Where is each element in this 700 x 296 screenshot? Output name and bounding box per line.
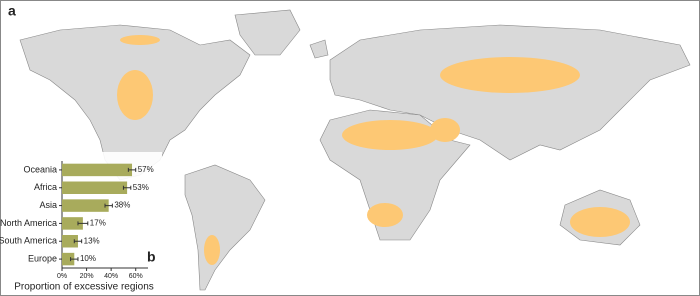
y-tick-label: North America	[0, 218, 57, 228]
bar	[62, 181, 128, 194]
error-bar	[104, 203, 113, 208]
error-bar	[122, 185, 132, 190]
y-tick-label: Oceania	[23, 164, 57, 174]
x-tick-label: 60%	[129, 273, 143, 280]
error-bar	[127, 167, 137, 172]
panel-label: a	[8, 3, 16, 19]
x-axis-label: Proportion of excessive regions	[14, 282, 154, 293]
bar	[62, 217, 83, 230]
value-label: 53%	[133, 183, 149, 192]
error-bar	[70, 257, 79, 262]
world-map	[19, 9, 691, 291]
y-tick-label: Africa	[34, 182, 57, 192]
value-label: 17%	[90, 219, 106, 228]
bar	[62, 163, 133, 177]
error-bar	[73, 239, 83, 244]
x-tick-label: 40%	[104, 273, 118, 280]
error-bar	[77, 221, 89, 226]
bar	[62, 199, 109, 212]
x-tick-label: 0%	[57, 273, 67, 280]
y-tick-label: South America	[0, 236, 57, 246]
value-label: 57%	[138, 165, 154, 174]
value-label: 13%	[84, 236, 100, 245]
panel-label: b	[147, 249, 156, 265]
y-tick-label: Europe	[28, 253, 57, 263]
value-label: 38%	[114, 201, 130, 210]
bar	[62, 235, 78, 248]
y-tick-label: Asia	[39, 200, 57, 210]
x-tick-label: 20%	[80, 273, 94, 280]
bar	[62, 252, 75, 266]
value-label: 10%	[80, 254, 96, 263]
